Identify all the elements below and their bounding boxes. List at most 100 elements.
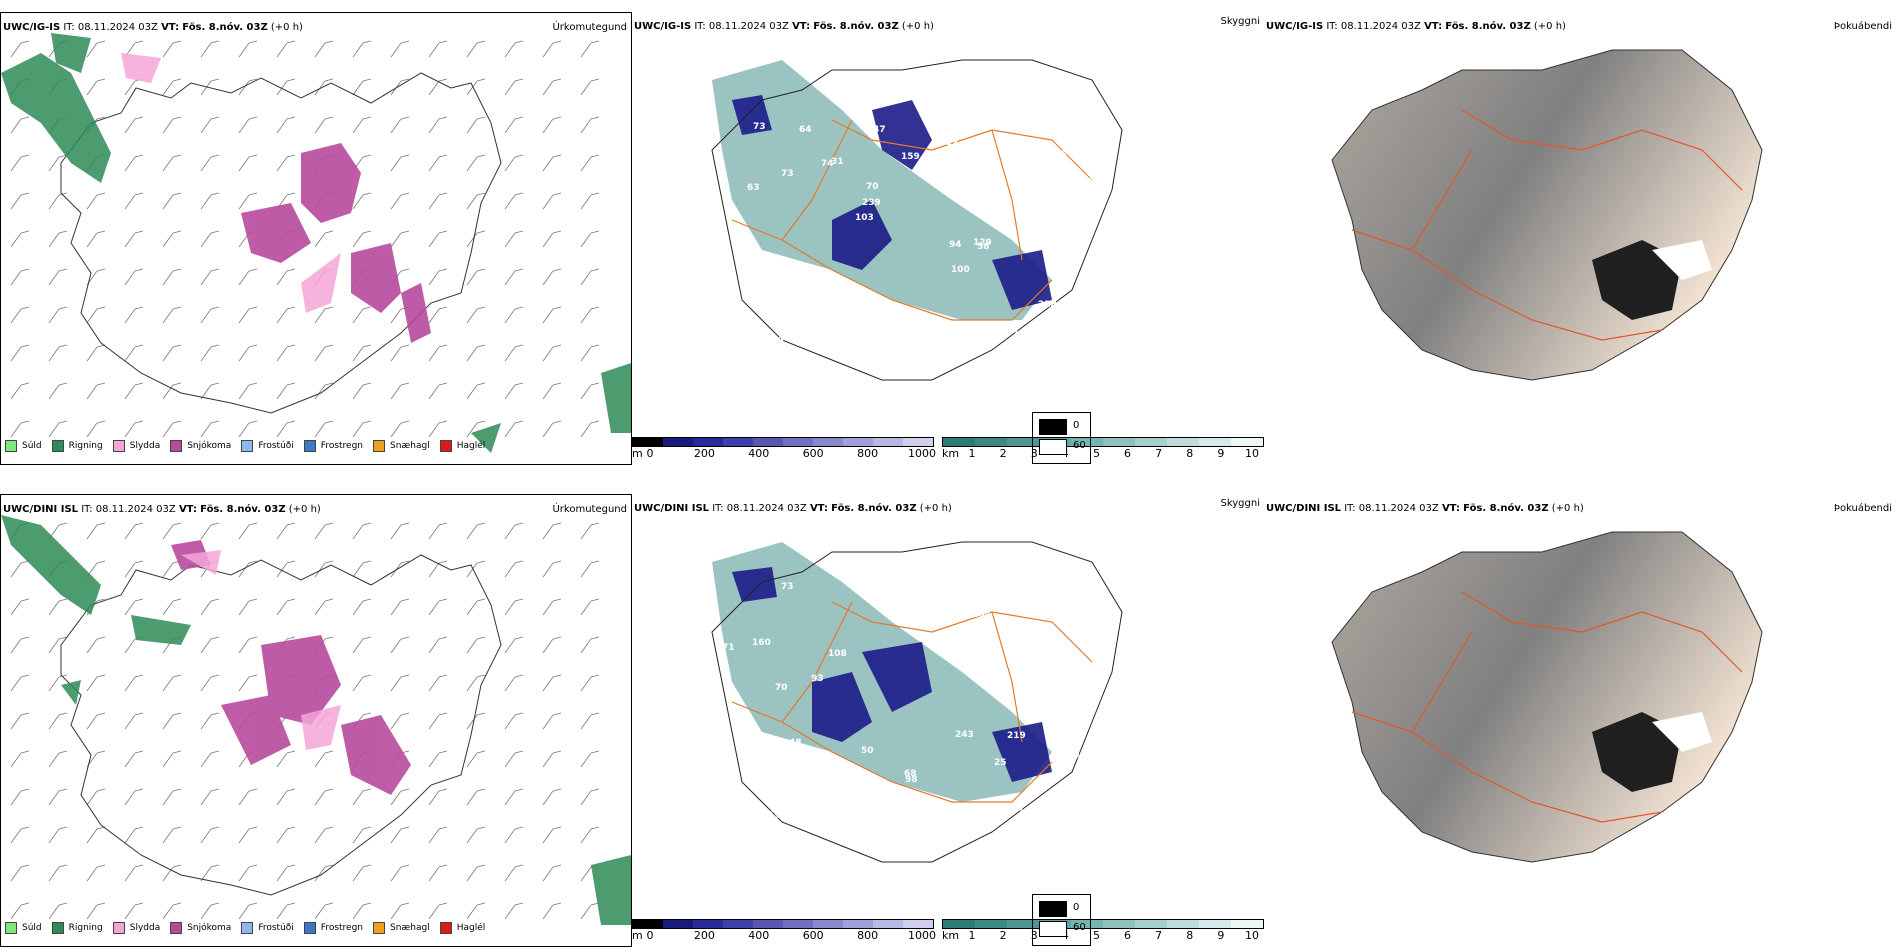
colorbar-segment (693, 920, 723, 928)
ceiling-value-label: 47 (873, 125, 886, 135)
colorbar-tick-label: 2 (999, 447, 1007, 460)
ceiling-value-label: 63 (793, 774, 806, 784)
wind-barb (200, 712, 220, 730)
wind-barb (124, 674, 144, 692)
wind-barb (352, 560, 372, 578)
colorbar-tick-label: 6 (1124, 447, 1132, 460)
wind-barb (504, 268, 524, 286)
wind-barb (48, 636, 68, 654)
wind-barb (390, 192, 410, 210)
ceiling-colorbar: m 0 200 400 600 800 1000 (632, 919, 936, 947)
wind-barb (124, 750, 144, 768)
wind-barb (162, 268, 182, 286)
ceiling-value-label: 55 (816, 818, 829, 828)
precip-legend: Súld Rigning Slydda Snjókoma Frostúði Frostre… (5, 918, 495, 938)
colorbar-segment (873, 438, 903, 446)
wind-barb (580, 902, 600, 920)
colorbar-segment (1103, 438, 1135, 446)
wind-barb (200, 750, 220, 768)
colorbar-tick-label: 800 (857, 929, 879, 942)
wind-barb (86, 636, 106, 654)
fog-indicator-map-top: UWC/IG-IS IT: 08.11.2024 03Z VT: Fös. 8.… (1032, 0, 1900, 465)
wind-barb (466, 712, 486, 730)
road-network (731, 119, 1093, 321)
wind-barb (86, 864, 106, 882)
wind-barb (200, 522, 220, 540)
legend-item: Rigning (51, 440, 103, 452)
ceiling-value-label: 89 (903, 796, 916, 806)
wind-barb (504, 674, 524, 692)
wind-barb (124, 78, 144, 96)
legend-item: Haglél (439, 922, 486, 934)
ceiling-value-label: 108 (828, 649, 847, 659)
wind-barb (352, 636, 372, 654)
colorbar-tick-label: 0 (646, 447, 654, 460)
ceiling-value-label: 53 (767, 811, 780, 821)
wind-barb (238, 154, 258, 172)
wind-barb (314, 788, 334, 806)
wind-barb (162, 750, 182, 768)
legend-item: Snjókoma (170, 922, 231, 934)
wind-barb (10, 344, 30, 362)
colorbar-tick-label: 0 (646, 929, 654, 942)
legend-label: Haglél (456, 441, 486, 451)
wind-barb (162, 306, 182, 324)
wind-barb (200, 598, 220, 616)
colorbar-tick-label: 8 (1186, 929, 1194, 942)
ceiling-value-label: 231 (1020, 671, 1039, 681)
legend-item: Rigning (51, 922, 103, 934)
fog-legend-swatch (1039, 439, 1067, 455)
wind-barb (124, 420, 144, 438)
wind-barb (466, 78, 486, 96)
wind-barb (200, 420, 220, 438)
wind-barb (580, 268, 600, 286)
legend-label: Snæhagl (390, 441, 430, 451)
ceiling-value-label: 86 (1030, 652, 1043, 662)
wind-barb (48, 712, 68, 730)
wind-barb (238, 40, 258, 58)
wind-barb (504, 230, 524, 248)
wind-barb (276, 154, 296, 172)
precip-rain-areas (1, 515, 631, 925)
wind-barb (10, 268, 30, 286)
wind-barb (162, 40, 182, 58)
panel-header-left: UWC/IG-IS IT: 08.11.2024 03Z VT: Fös. 8.… (1266, 21, 1566, 32)
legend-item: Snæhagl (373, 440, 430, 452)
wind-barb (86, 522, 106, 540)
fog-legend-label: 0 (1073, 420, 1080, 431)
wind-barb (466, 560, 486, 578)
wind-barb (162, 420, 182, 438)
wind-barb (580, 306, 600, 324)
wind-barb (428, 750, 448, 768)
wind-barb (542, 230, 562, 248)
precip-rain-areas (1, 33, 631, 453)
wind-barb (580, 674, 600, 692)
legend-item: Frostregn (303, 922, 363, 934)
wind-barb (48, 154, 68, 172)
wind-barb (542, 598, 562, 616)
precip-type-map-top: UWC/IG-IS IT: 08.11.2024 03Z VT: Fös. 8.… (0, 12, 632, 465)
legend-swatch (170, 440, 183, 452)
wind-barb (428, 382, 448, 400)
ceiling-value-label: 88 (947, 833, 960, 843)
legend-swatch (303, 922, 316, 934)
ceiling-value-label: 43 (806, 807, 819, 817)
legend-label: Haglél (456, 923, 486, 933)
ceiling-value-label: 52 (864, 124, 877, 134)
legend-item: Snæhagl (373, 922, 430, 934)
wind-barb (48, 598, 68, 616)
wind-barb (200, 344, 220, 362)
fog-indicator-map-bottom: UWC/DINI ISL IT: 08.11.2024 03Z VT: Fös.… (1032, 482, 1900, 947)
wind-barb (124, 864, 144, 882)
wind-barb (466, 192, 486, 210)
wind-barb (48, 420, 68, 438)
colorbar-segment (693, 438, 723, 446)
colorbar-tick-label: 400 (748, 929, 770, 942)
wind-barb (124, 268, 144, 286)
colorbar-tick-label: 200 (693, 929, 715, 942)
wind-barb (86, 230, 106, 248)
colorbar-segment (943, 438, 975, 446)
wind-barb (162, 788, 182, 806)
wind-barb (86, 420, 106, 438)
wind-barb (86, 674, 106, 692)
